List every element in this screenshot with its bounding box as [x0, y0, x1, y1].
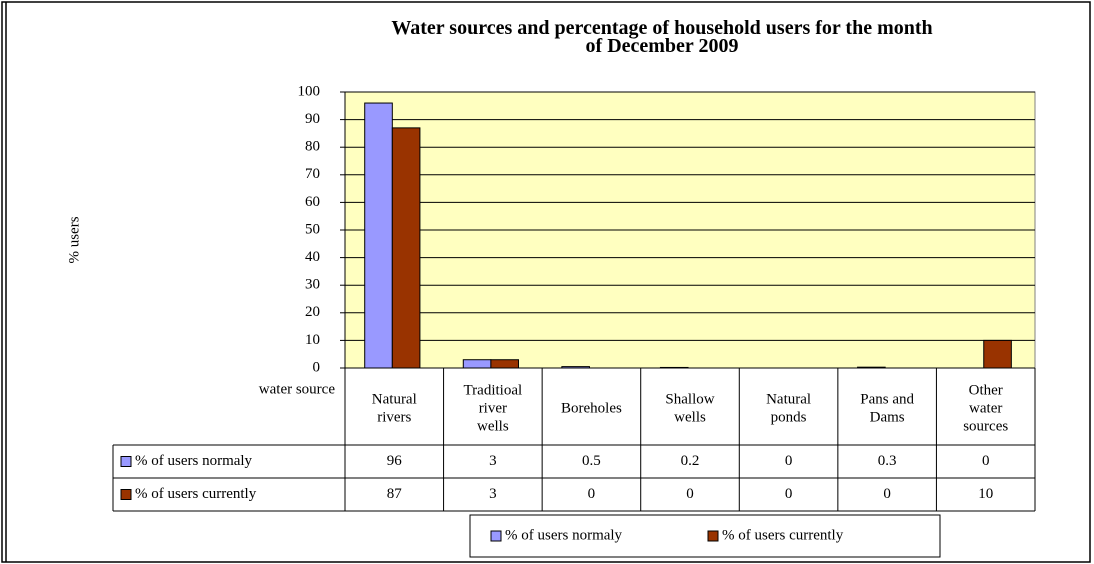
x-tick-label: Pans and Dams: [860, 392, 914, 426]
x-tick-label: Natural ponds: [766, 392, 811, 426]
table-legend-key: [120, 489, 132, 500]
table-cell: 0: [588, 486, 596, 502]
legend-label: % of users currently: [722, 527, 844, 543]
chart-title: Water sources and percentage of househol…: [391, 17, 932, 57]
x-tick-label: Boreholes: [561, 401, 622, 417]
y-tick-label: 90: [305, 111, 320, 127]
x-tick-label: Other water sources: [963, 383, 1008, 435]
table-cell: 0: [883, 486, 891, 502]
y-tick-label: 30: [305, 277, 320, 293]
x-tick-label: Traditioal river wells: [464, 383, 523, 435]
table-row-header: % of users currently: [135, 486, 257, 502]
legend-box: [469, 514, 941, 558]
x-axis-label: water source: [259, 381, 336, 397]
table-legend-key: [120, 456, 132, 467]
y-tick-label: 70: [305, 166, 320, 182]
bar: [857, 366, 886, 369]
bar: [462, 359, 492, 369]
table-cell: 0: [686, 486, 694, 502]
y-tick-label: 40: [305, 249, 320, 265]
x-tick-label: Shallow wells: [665, 392, 714, 426]
bar: [983, 339, 1012, 369]
y-tick-label: 10: [305, 332, 320, 348]
bar: [561, 366, 590, 369]
legend-label: % of users normaly: [505, 527, 623, 543]
y-tick-label: 80: [305, 139, 320, 155]
table-cell: 3: [489, 486, 497, 502]
table-cell: 0.3: [878, 453, 897, 469]
y-tick-label: 100: [298, 83, 321, 99]
bar: [490, 359, 519, 369]
table-cell: 0: [785, 486, 793, 502]
bar: [364, 102, 393, 369]
legend-key: [490, 530, 502, 542]
y-tick-label: 60: [305, 194, 320, 210]
table-row-header: % of users normaly: [135, 453, 253, 469]
y-axis-label: % users: [66, 216, 82, 263]
bar: [659, 366, 689, 369]
y-tick-label: 0: [313, 359, 321, 375]
table-cell: 0: [982, 453, 990, 469]
legend-key: [707, 530, 719, 542]
y-tick-label: 50: [305, 221, 320, 237]
table-cell: 0: [785, 453, 793, 469]
table-cell: 0.2: [681, 453, 700, 469]
table-cell: 3: [489, 453, 497, 469]
table-cell: 87: [387, 486, 403, 502]
table-cell: 96: [387, 453, 403, 469]
table-cell: 10: [978, 486, 993, 502]
bar: [391, 127, 421, 369]
x-tick-label: Natural rivers: [372, 392, 417, 426]
table-cell: 0.5: [582, 453, 601, 469]
y-tick-label: 20: [305, 304, 320, 320]
